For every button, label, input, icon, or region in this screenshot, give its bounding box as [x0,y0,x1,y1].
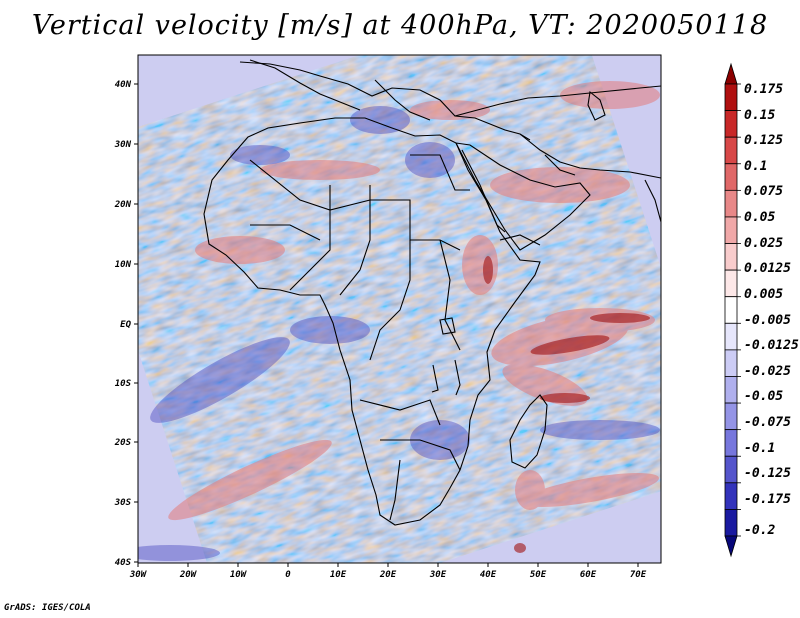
lat-tick-marks [134,83,138,563]
colorbar-label: 0.005 [744,287,783,302]
colorbar-label: -0.175 [744,492,791,507]
lon-label-20w: 20W [179,570,198,580]
colorbar-label: -0.075 [744,415,791,430]
colorbar-segment [724,482,738,510]
lon-label-70e: 70E [630,570,647,580]
colorbar-label: 0.05 [744,210,775,225]
lat-label-20s: 20S [114,438,132,448]
velocity-field [138,55,661,563]
colorbar-segment [724,189,738,218]
lat-label-30n: 30N [114,140,132,150]
lon-label-50e: 50E [530,570,547,580]
colorbar-segment [724,136,738,165]
colorbar-top-arrow [724,62,738,85]
lon-label-30w: 30W [129,570,148,580]
map-frame [137,54,662,564]
colorbar-label: -0.2 [744,523,775,538]
colorbar-label: 0.025 [744,236,783,251]
colorbar-segment [724,349,738,377]
lon-label-20e: 20E [379,570,397,580]
colorbar-segment [724,216,738,244]
colorbar-segments [724,62,741,558]
lon-tick-marks [137,563,639,567]
colorbar: 0.175 0.15 0.125 0.1 0.075 0.05 0.025 0.… [724,62,799,558]
lat-label-eq: EQ [120,320,131,330]
colorbar-label: 0.0125 [744,261,791,276]
lon-label-30e: 30E [429,570,447,580]
colorbar-label: 0.125 [744,133,783,148]
colorbar-label: 0.1 [744,159,767,174]
colorbar-segment [724,83,738,111]
colorbar-segment [724,322,738,351]
colorbar-segment [724,455,738,484]
lat-label-40n: 40N [115,80,132,90]
lon-label-60e: 60E [580,570,597,580]
colorbar-segment [724,163,738,191]
colorbar-segment [724,296,738,324]
colorbar-segment [724,110,738,138]
colorbar-segment [724,402,738,431]
lat-label-10s: 10S [115,379,132,389]
colorbar-label: -0.05 [744,389,783,404]
colorbar-label: 0.175 [744,82,783,97]
lon-label-0: 0 [285,570,291,580]
colorbar-bottom-arrow [724,535,738,558]
lat-label-20n: 20N [114,200,132,210]
colorbar-segment [724,509,738,537]
map-title: Vertical velocity [m/s] at 400hPa, VT: 2… [31,10,769,41]
colorbar-segment [724,429,738,457]
lon-label-10e: 10E [330,570,347,580]
colorbar-segment [724,243,738,271]
lat-label-10n: 10N [115,260,132,270]
colorbar-label: 0.15 [744,108,775,123]
colorbar-segment [724,376,738,404]
colorbar-label: 0.075 [744,184,783,199]
lat-label-40s: 40S [115,558,132,568]
colorbar-label: -0.025 [744,364,791,379]
lon-label-10w: 10W [230,570,248,580]
grads-credit: GrADS: IGES/COLA [4,603,91,613]
colorbar-label: -0.0125 [744,338,799,353]
lon-label-40e: 40E [480,570,497,580]
colorbar-label: -0.1 [744,441,775,456]
coastlines [203,59,661,526]
lat-label-30s: 30S [114,498,132,508]
colorbar-label: -0.125 [744,466,791,481]
colorbar-label: -0.005 [744,313,791,328]
colorbar-segment [724,269,738,298]
